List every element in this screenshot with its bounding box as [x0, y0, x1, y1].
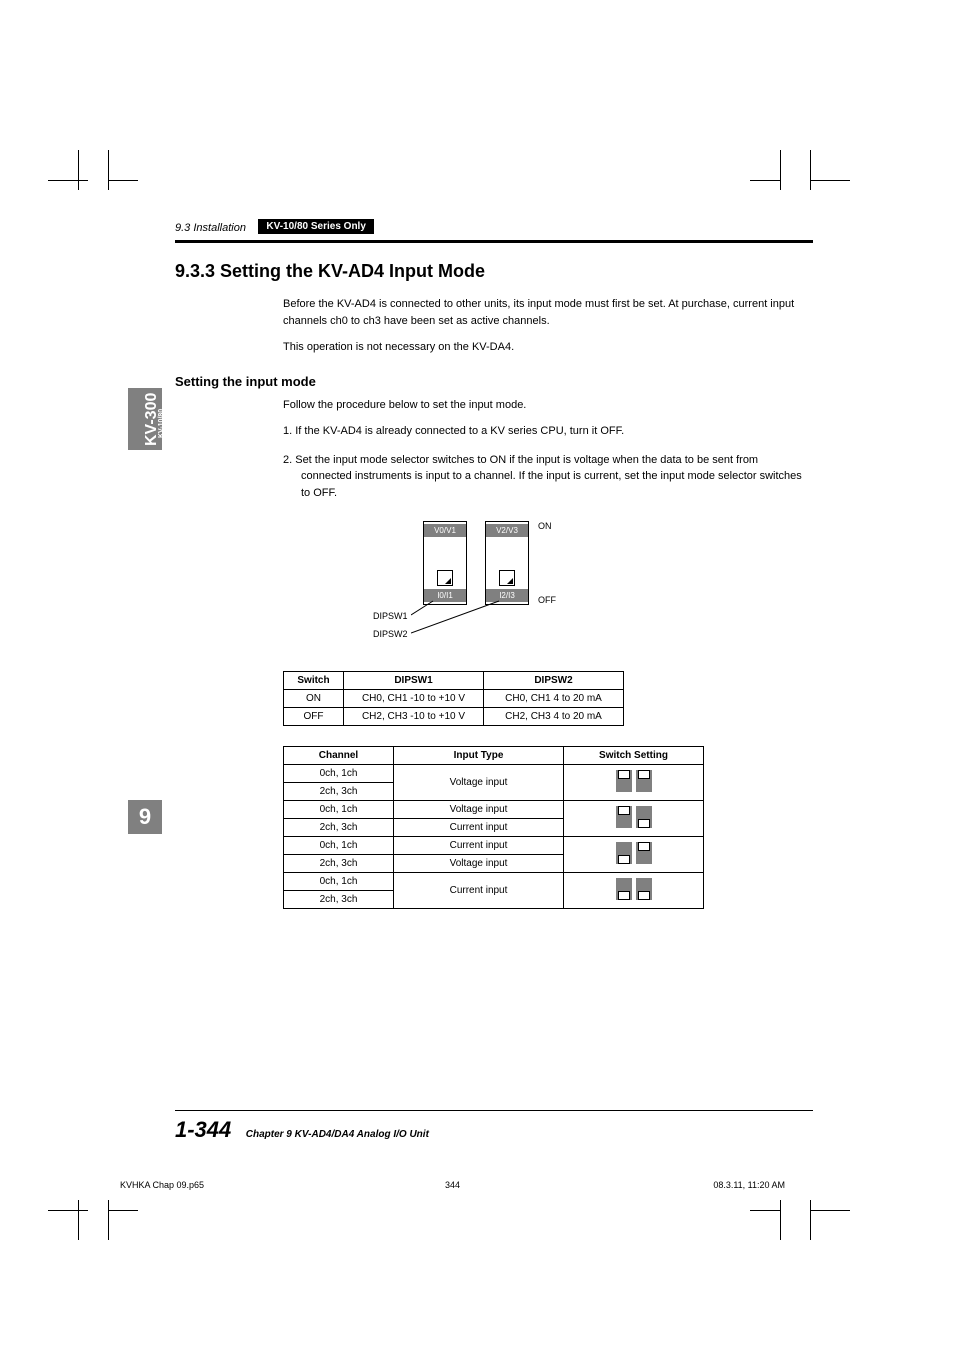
intro-paragraph-2: This operation is not necessary on the K… [283, 339, 803, 356]
sub-intro: Follow the procedure below to set the in… [283, 397, 803, 414]
print-datetime: 08.3.11, 11:20 AM [585, 1180, 785, 1190]
side-tab-sub: KV-10/80 [158, 409, 165, 438]
t1-h0: Switch [284, 672, 344, 690]
table-row: 0ch, 1chVoltage input [284, 801, 704, 819]
crop-mark [48, 180, 88, 181]
off-label: OFF [538, 595, 556, 605]
crop-mark [78, 150, 79, 190]
on-label: ON [538, 521, 552, 531]
print-info: KVHKA Chap 09.p65 344 08.3.11, 11:20 AM [120, 1180, 870, 1190]
table-row: 0ch, 1chCurrent input [284, 873, 704, 891]
t2-h1: Input Type [394, 747, 564, 765]
t2-h2: Switch Setting [564, 747, 704, 765]
dipswitch-icon [616, 842, 652, 864]
series-badge: KV-10/80 Series Only [258, 219, 374, 234]
t2-h0: Channel [284, 747, 394, 765]
crop-mark [78, 1200, 79, 1240]
crop-mark [780, 150, 781, 190]
subheading: Setting the input mode [175, 374, 813, 389]
page-footer: 1-344 Chapter 9 KV-AD4/DA4 Analog I/O Un… [175, 1110, 813, 1143]
dipsw2-switch-icon [499, 570, 515, 586]
dipsw1-top-label: V0/V1 [424, 524, 466, 537]
crop-mark [108, 180, 138, 181]
footer-rule [175, 1110, 813, 1111]
diagram-leader-lines [411, 599, 511, 639]
dipswitch-icon [616, 878, 652, 900]
table-row: OFF CH2, CH3 -10 to +10 V CH2, CH3 4 to … [284, 708, 624, 726]
crop-mark [48, 1210, 88, 1211]
dipsw2-box: V2/V3 I2/I3 [485, 521, 529, 605]
print-file: KVHKA Chap 09.p65 [120, 1180, 320, 1190]
crop-mark [810, 1200, 811, 1240]
section-title: 9.3.3 Setting the KV-AD4 Input Mode [175, 261, 813, 282]
crop-mark [108, 1210, 138, 1211]
crop-mark [810, 150, 811, 190]
crop-mark [108, 150, 109, 190]
print-pgnum: 344 [323, 1180, 583, 1190]
chapter-number-tab: 9 [128, 800, 162, 834]
crop-mark [108, 1200, 109, 1240]
crop-mark [810, 180, 850, 181]
step-1: 1. If the KV-AD4 is already connected to… [283, 423, 803, 440]
dipsw1-label: DIPSW1 [373, 611, 408, 621]
footer-chapter: Chapter 9 KV-AD4/DA4 Analog I/O Unit [246, 1129, 429, 1140]
table-row: 0ch, 1chVoltage input [284, 765, 704, 783]
table-row: 0ch, 1chCurrent input [284, 837, 704, 855]
dipsw2-top-label: V2/V3 [486, 524, 528, 537]
dipswitch-icon [616, 770, 652, 792]
crop-mark [750, 1210, 780, 1211]
t1-h2: DIPSW2 [484, 672, 624, 690]
page-header: 9.3 Installation KV-10/80 Series Only [175, 218, 813, 236]
dipsw1-switch-icon [437, 570, 453, 586]
switch-table: Switch DIPSW1 DIPSW2 ON CH0, CH1 -10 to … [283, 671, 624, 726]
dipswitch-icon [616, 806, 652, 828]
crop-mark [810, 1210, 850, 1211]
dipswitch-diagram: V0/V1 I0/I1 V2/V3 I2/I3 ON OFF DIPSW1 DI… [393, 521, 643, 651]
intro-paragraph-1: Before the KV-AD4 is connected to other … [283, 296, 803, 329]
crop-mark [750, 180, 780, 181]
t1-h1: DIPSW1 [344, 672, 484, 690]
step-2: 2. Set the input mode selector switches … [283, 452, 803, 502]
dipsw1-box: V0/V1 I0/I1 [423, 521, 467, 605]
table-row: ON CH0, CH1 -10 to +10 V CH0, CH1 4 to 2… [284, 690, 624, 708]
page-number: 1-344 [175, 1117, 231, 1142]
side-tab: KV-300 KV-10/80 [128, 388, 162, 450]
dipsw2-label: DIPSW2 [373, 629, 408, 639]
breadcrumb: 9.3 Installation [175, 222, 246, 234]
header-rule [175, 240, 813, 243]
crop-mark [780, 1200, 781, 1240]
channel-table: Channel Input Type Switch Setting 0ch, 1… [283, 746, 704, 909]
